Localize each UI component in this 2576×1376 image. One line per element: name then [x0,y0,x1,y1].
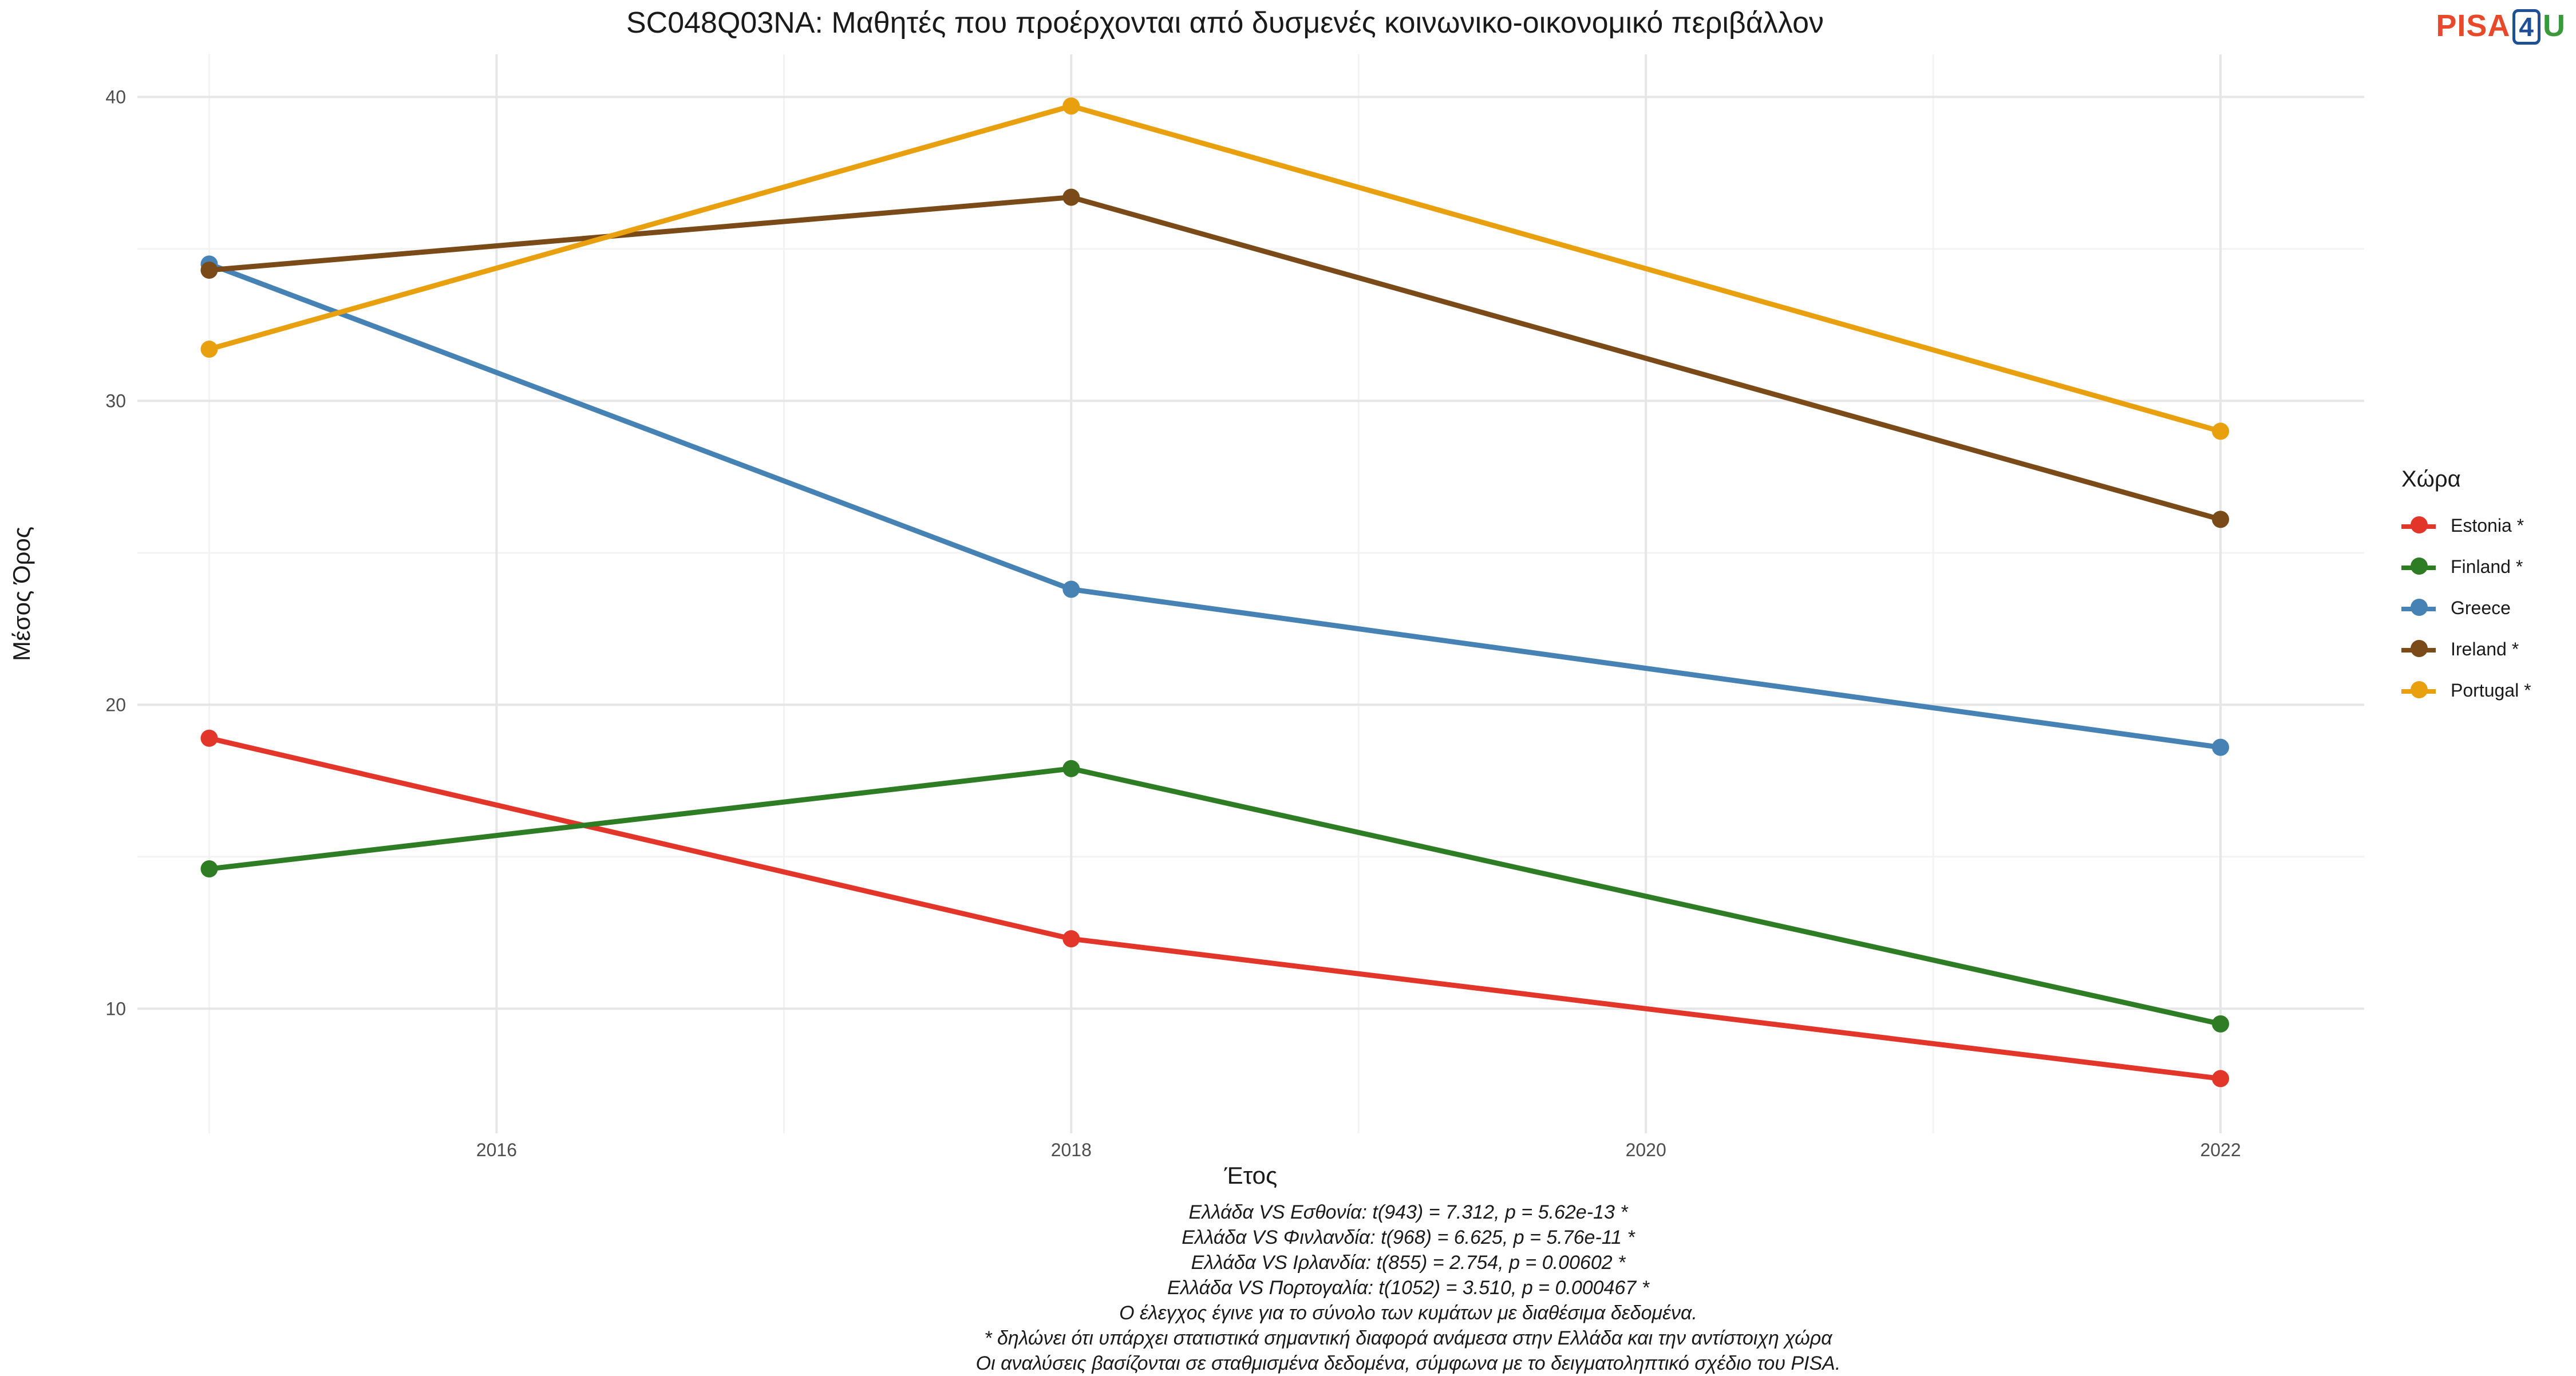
series-finland [200,760,2230,1033]
footnotes: Ελλάδα VS Εσθονία: t(943) = 7.312, p = 5… [0,1200,2576,1376]
logo-text-4: 4 [2512,9,2541,45]
y-tick-label: 30 [105,390,126,411]
series-line [206,736,2223,1081]
series-line [206,195,2223,522]
data-point [2212,1070,2230,1088]
series-ireland [200,188,2230,528]
legend-item-label: Greece [2451,597,2511,618]
y-tick-label: 20 [105,694,126,715]
data-point [200,341,218,358]
data-point [200,860,218,878]
legend-item: Portugal * [2401,670,2531,711]
legend-key-icon [2401,681,2436,698]
data-point [2212,511,2230,528]
y-axis-label: Μέσος Όρος [8,527,35,661]
logo-text-u: U [2543,9,2566,43]
footnote-line: * δηλώνει ότι υπάρχει στατιστικά σημαντι… [984,1327,1832,1349]
logo-text-pisa: PISA [2436,9,2511,43]
series-portugal [200,97,2230,440]
legend-item-label: Ireland * [2451,638,2519,659]
x-tick-label: 2018 [1051,1140,1092,1160]
data-point [2212,422,2230,440]
series-line [206,103,2223,434]
footnote-line: Ελλάδα VS Εσθονία: t(943) = 7.312, p = 5… [1188,1201,1628,1223]
chart-title: SC048Q03NA: Μαθητές που προέρχονται από … [626,6,1824,39]
data-point [1062,760,1080,777]
legend-item: Estonia * [2401,505,2531,546]
data-point [1062,580,1080,598]
axes: 2016 2018 2020 2022 10 20 30 40 Έτος Μέσος Όρος [8,86,2241,1189]
legend-key-icon [2401,557,2436,575]
legend-key-icon [2401,599,2436,616]
data-point [2212,738,2230,756]
data-point [200,729,218,747]
footnote-line: Οι αναλύσεις βασίζονται σε σταθμισμένα δ… [975,1353,1841,1374]
legend-key-icon [2401,640,2436,657]
legend: Χώρα Estonia * Finland * Greece Ireland * Po… [2401,466,2531,711]
x-axis-label: Έτος [1224,1162,1278,1189]
grid-lines [137,54,2364,1133]
y-tick-label: 40 [105,86,126,107]
data-point [1062,188,1080,206]
data-point [200,262,218,279]
data-point [1062,930,1080,948]
legend-key-icon [2401,516,2436,533]
data-point [2212,1015,2230,1033]
y-tick-label: 10 [105,998,126,1019]
footnote-line: Ελλάδα VS Φινλανδία: t(968) = 6.625, p =… [1182,1227,1635,1248]
legend-item-label: Finland * [2451,556,2523,577]
footnote-line: Ο έλεγχος έγινε για το σύνολο των κυμάτω… [1119,1302,1697,1324]
footnote-line: Ελλάδα VS Ιρλανδία: t(855) = 2.754, p = … [1191,1252,1626,1274]
series-estonia [200,729,2230,1088]
series-line [206,261,2223,750]
legend-item-label: Portugal * [2451,679,2531,701]
pisa4u-logo: PISA 4 U [2436,8,2566,45]
legend-title: Χώρα [2401,466,2461,492]
legend-item-label: Estonia * [2451,515,2524,536]
data-series [200,97,2230,1088]
data-point [1062,97,1080,115]
x-tick-label: 2020 [1626,1140,1666,1160]
x-tick-label: 2022 [2200,1140,2241,1160]
legend-item: Greece [2401,587,2531,628]
footnote-line: Ελλάδα VS Πορτογαλία: t(1052) = 3.510, p… [1167,1277,1649,1299]
legend-item: Ireland * [2401,628,2531,670]
series-greece [200,255,2230,756]
legend-item: Finland * [2401,546,2531,587]
x-tick-label: 2016 [476,1140,517,1160]
